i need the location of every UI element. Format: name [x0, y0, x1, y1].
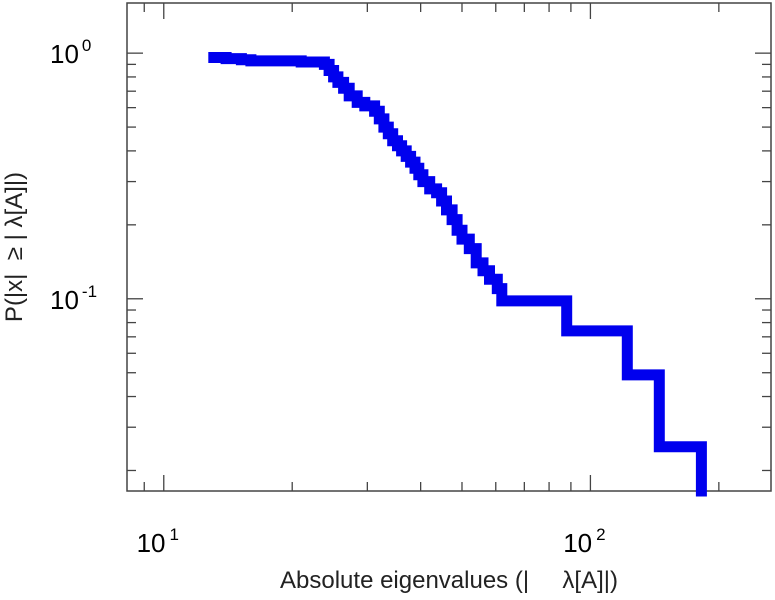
y-tick-label: 10 0	[50, 36, 91, 69]
plot-frame	[126, 2, 772, 492]
x-axis-label: Absolute eigenvalues (| λ[A]|)	[280, 567, 618, 594]
x-tick-label: 10 1	[137, 525, 179, 558]
x-axis-ticks	[143, 3, 720, 491]
y-axis-label: P(|x| ≥ | λ[A]|)	[1, 172, 28, 322]
x-tick-labels: 10 1 10 2	[137, 525, 606, 558]
y-axis-ticks	[127, 52, 771, 472]
x-tick-label: 10 2	[563, 525, 605, 558]
series-line	[208, 52, 707, 497]
y-tick-label: 10 -1	[50, 282, 97, 315]
